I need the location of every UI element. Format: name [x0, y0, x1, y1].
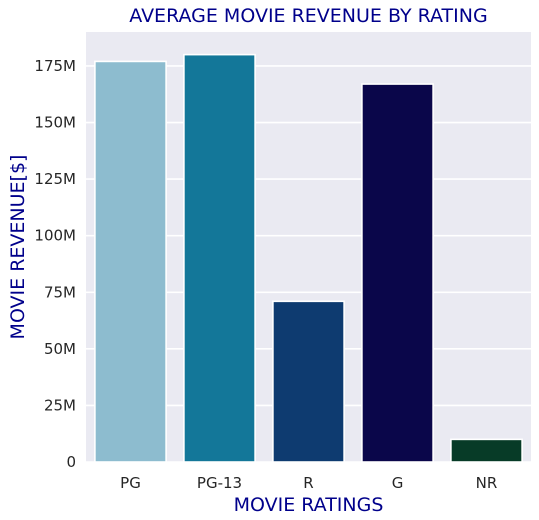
x-axis-label: MOVIE RATINGS	[234, 494, 384, 516]
bar-pg-13	[183, 53, 256, 463]
x-tick-labels: PG PG-13 R G NR	[120, 474, 497, 492]
x-tick-label: NR	[476, 474, 498, 492]
y-axis-label: MOVIE REVENUE[$]	[7, 155, 29, 340]
y-tick-label: 0	[66, 453, 76, 471]
x-tick-label: PG-13	[197, 474, 242, 492]
bar-nr	[450, 438, 523, 463]
y-tick-label: 75M	[44, 283, 76, 301]
y-tick-label: 150M	[34, 114, 76, 132]
bar-r	[272, 300, 345, 463]
x-tick-label: G	[392, 474, 404, 492]
x-tick-label: R	[303, 474, 313, 492]
y-tick-labels: 0 25M 50M 75M 100M 125M 150M 175M	[34, 57, 76, 471]
bar-g	[361, 83, 434, 463]
y-tick-label: 100M	[34, 227, 76, 245]
y-tick-label: 25M	[44, 396, 76, 414]
y-tick-label: 50M	[44, 340, 76, 358]
y-tick-label: 125M	[34, 170, 76, 188]
y-tick-label: 175M	[34, 57, 76, 75]
bar-pg	[94, 60, 167, 463]
chart-title: AVERAGE MOVIE REVENUE BY RATING	[129, 5, 487, 27]
bars	[94, 53, 523, 463]
x-tick-label: PG	[120, 474, 141, 492]
